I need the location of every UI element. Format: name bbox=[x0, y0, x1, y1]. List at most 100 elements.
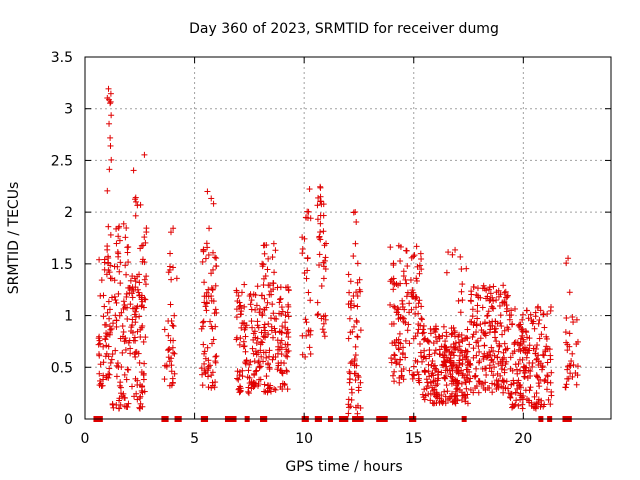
data-point bbox=[166, 345, 173, 352]
data-point bbox=[209, 325, 216, 332]
data-point bbox=[261, 250, 268, 257]
data-point bbox=[425, 391, 432, 398]
data-point bbox=[489, 389, 496, 396]
data-point bbox=[100, 359, 107, 366]
data-point bbox=[403, 293, 410, 300]
data-point bbox=[406, 367, 413, 374]
data-point bbox=[198, 325, 205, 332]
x-tick-label: 15 bbox=[405, 431, 423, 447]
data-point bbox=[117, 401, 124, 408]
data-point bbox=[569, 350, 576, 357]
data-point bbox=[429, 387, 436, 394]
data-point bbox=[209, 249, 216, 256]
data-point bbox=[270, 240, 277, 247]
data-point bbox=[513, 397, 520, 404]
data-point bbox=[489, 304, 496, 311]
data-point bbox=[421, 347, 428, 354]
data-point bbox=[236, 341, 243, 348]
data-point bbox=[526, 342, 533, 349]
data-point bbox=[271, 269, 278, 276]
data-point bbox=[443, 382, 450, 389]
data-point bbox=[346, 315, 353, 322]
data-point bbox=[249, 345, 256, 352]
data-point bbox=[510, 380, 517, 387]
data-point bbox=[458, 396, 465, 403]
data-point bbox=[205, 384, 212, 391]
data-point bbox=[459, 297, 466, 304]
data-point bbox=[547, 401, 554, 408]
data-point bbox=[464, 372, 471, 379]
data-point bbox=[493, 297, 500, 304]
data-point bbox=[106, 365, 113, 372]
data-point bbox=[285, 313, 292, 320]
data-point bbox=[526, 335, 533, 342]
data-point bbox=[119, 323, 126, 330]
data-point bbox=[199, 371, 206, 378]
data-point bbox=[532, 313, 539, 320]
data-point bbox=[204, 244, 211, 251]
data-point bbox=[258, 292, 265, 299]
data-point bbox=[241, 319, 248, 326]
data-point bbox=[318, 282, 325, 289]
data-point bbox=[318, 315, 325, 322]
data-point bbox=[497, 372, 504, 379]
data-point bbox=[541, 324, 548, 331]
data-point bbox=[504, 305, 511, 312]
data-point bbox=[199, 258, 206, 265]
data-point bbox=[314, 216, 321, 223]
data-point bbox=[455, 297, 462, 304]
data-point bbox=[201, 279, 208, 286]
data-point bbox=[108, 112, 115, 119]
data-point bbox=[488, 368, 495, 375]
data-point bbox=[412, 310, 419, 317]
data-point bbox=[315, 194, 322, 201]
data-point bbox=[519, 332, 526, 339]
data-point bbox=[353, 289, 360, 296]
data-point bbox=[316, 251, 323, 258]
data-point bbox=[142, 334, 149, 341]
data-point bbox=[104, 187, 111, 194]
data-point bbox=[205, 251, 212, 258]
data-point bbox=[459, 338, 466, 345]
data-point bbox=[116, 268, 123, 275]
data-point bbox=[501, 340, 508, 347]
data-point bbox=[499, 331, 506, 338]
data-point bbox=[248, 306, 255, 313]
data-point bbox=[249, 324, 256, 331]
data-point bbox=[127, 350, 134, 357]
data-point bbox=[454, 367, 461, 374]
data-point bbox=[397, 258, 404, 265]
data-point bbox=[128, 383, 135, 390]
data-point bbox=[204, 367, 211, 374]
data-point bbox=[421, 367, 428, 374]
data-point bbox=[274, 366, 281, 373]
data-point bbox=[501, 289, 508, 296]
data-point bbox=[110, 404, 117, 411]
data-point bbox=[347, 278, 354, 285]
data-point bbox=[497, 319, 504, 326]
data-point bbox=[462, 335, 469, 342]
data-point bbox=[451, 393, 458, 400]
data-point bbox=[355, 384, 362, 391]
data-point bbox=[487, 296, 494, 303]
data-point bbox=[242, 360, 249, 367]
data-point bbox=[140, 338, 147, 345]
data-point bbox=[482, 386, 489, 393]
data-point bbox=[354, 260, 361, 267]
data-point bbox=[107, 100, 114, 107]
data-point bbox=[433, 393, 440, 400]
data-point bbox=[393, 360, 400, 367]
data-point bbox=[117, 379, 124, 386]
data-point bbox=[212, 379, 219, 386]
data-point bbox=[440, 323, 447, 330]
data-point bbox=[168, 318, 175, 325]
data-point bbox=[531, 393, 538, 400]
data-point bbox=[268, 323, 275, 330]
data-point bbox=[211, 384, 218, 391]
data-point bbox=[449, 251, 456, 258]
data-point bbox=[547, 379, 554, 386]
data-point bbox=[449, 330, 456, 337]
data-point bbox=[239, 367, 246, 374]
data-point bbox=[498, 365, 505, 372]
data-point bbox=[485, 286, 492, 293]
